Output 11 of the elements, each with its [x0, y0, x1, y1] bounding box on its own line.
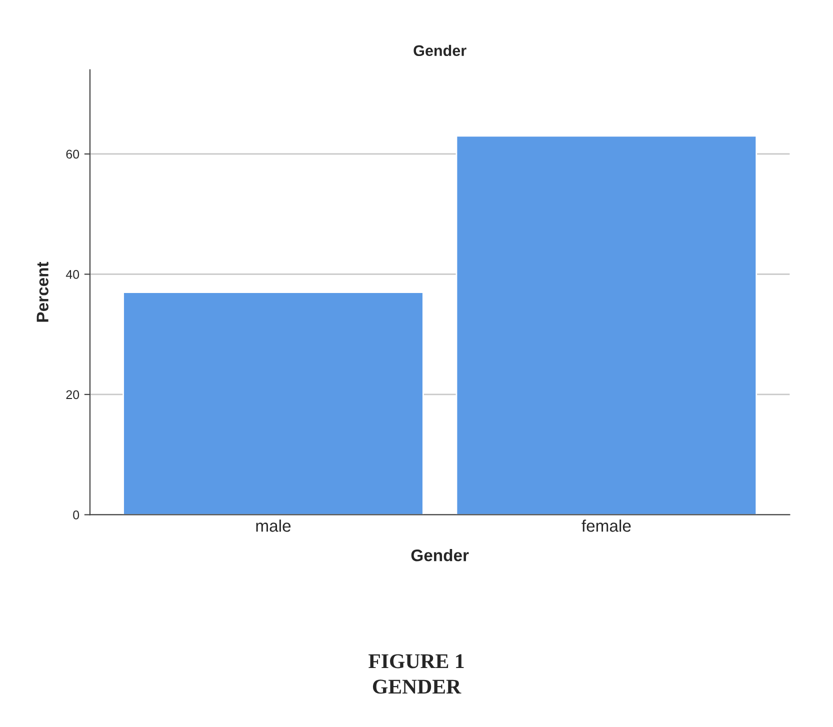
y-tick-label: 60	[66, 150, 80, 159]
x-axis-title: Gender	[411, 549, 469, 562]
y-axis-title: Percent	[36, 262, 48, 322]
y-tick-label: 20	[66, 390, 80, 400]
y-tick-label: 40	[66, 270, 80, 279]
x-tick-label: female	[582, 520, 631, 532]
caption: FIGURE 1	[368, 654, 464, 668]
chart-title: Gender	[414, 44, 466, 56]
y-tick-label: 0	[73, 510, 80, 520]
x-tick-label: male	[256, 520, 291, 532]
text: GENDER	[372, 680, 462, 694]
